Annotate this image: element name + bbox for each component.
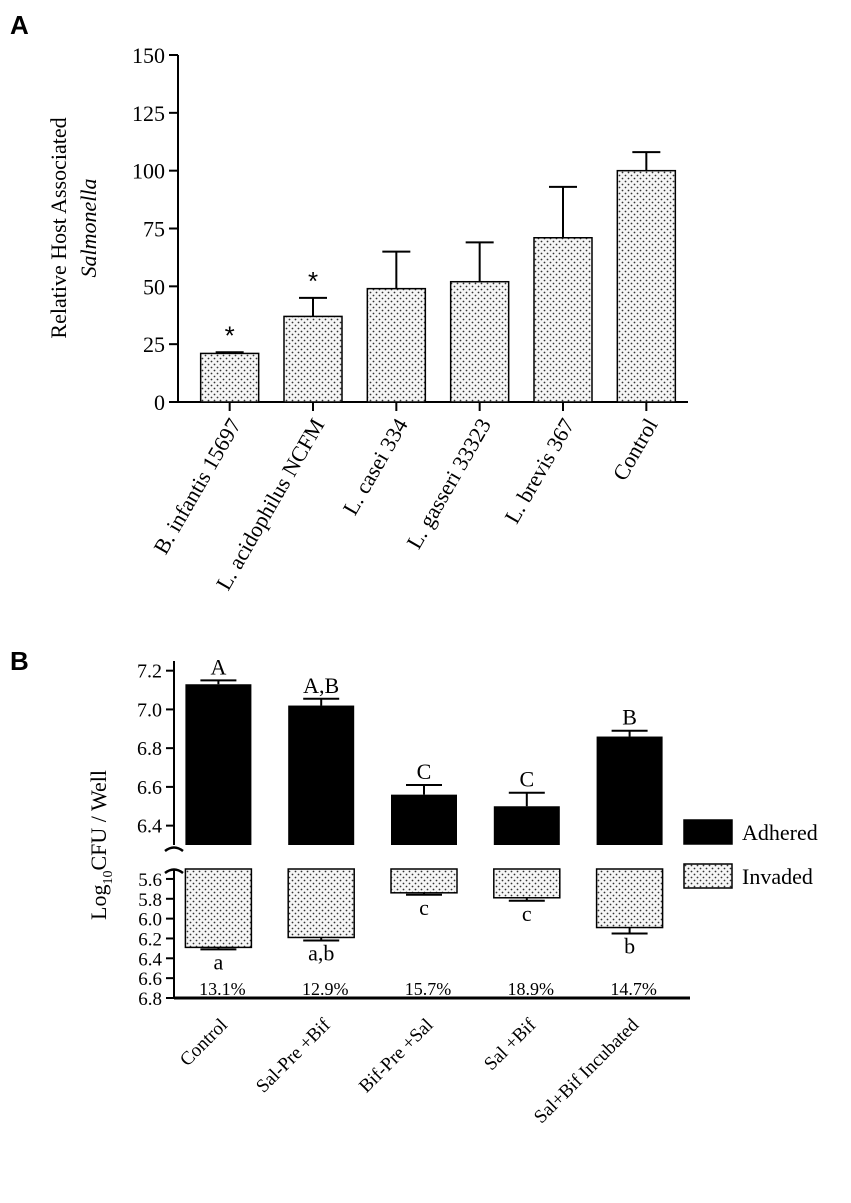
chart-a-y-tick-label: 25 — [143, 332, 165, 357]
chart-b-invaded-bar — [390, 868, 458, 894]
chart-b-x-labels: Control Sal-Pre +Bif Bif-Pre +Sal Sal +BifS… — [176, 1014, 643, 1128]
chart-a-x-tick-label: L. casei 334 — [338, 414, 413, 519]
chart-b-y-label-log: Log — [86, 885, 111, 920]
chart-a-y-label-organism: Salmonella — [76, 179, 101, 278]
chart-b-axis-break-top — [164, 846, 184, 853]
chart-b-invaded-bar — [493, 868, 561, 899]
chart-b-invaded-letter: a,b — [308, 940, 334, 965]
chart-b-y-label-subscript: 10 — [101, 871, 116, 885]
chart-b-upper-y-tick-label: 6.8 — [137, 738, 162, 760]
panel-label-b: B — [10, 646, 29, 676]
chart-b-adhered-letter: A,B — [303, 673, 339, 698]
chart-b: 6.46.66.87.07.25.65.86.06.26.46.66.8 Aa1… — [86, 654, 818, 1127]
chart-a-y-tick-label: 75 — [143, 217, 165, 242]
chart-b-percentage-label: 14.7% — [610, 979, 657, 999]
chart-b-invaded-letter: b — [624, 934, 635, 959]
chart-a-bar — [449, 280, 510, 403]
chart-b-lower-y-tick-label: 6.8 — [138, 989, 162, 1010]
chart-b-axes: 6.46.66.87.07.25.65.86.06.26.46.66.8 — [137, 661, 690, 1010]
chart-b-legend-swatch — [683, 863, 733, 889]
chart-b-adhered-bar — [288, 705, 355, 845]
chart-b-lower-y-tick-label: 5.6 — [138, 870, 162, 891]
chart-b-x-tick-label: Bif-Pre +Sal — [355, 1015, 438, 1098]
chart-a-bar — [366, 287, 427, 403]
chart-a-bar — [616, 169, 677, 403]
chart-a-y-tick-label: 150 — [132, 43, 165, 68]
chart-b-adhered-letter: A — [210, 654, 226, 679]
chart-b-legend-label: Adhered — [742, 820, 818, 845]
chart-a-y-axis: 0 25 50 75 100 125 150 — [132, 43, 688, 415]
chart-b-x-tick-label: Sal-Pre +Bif — [252, 1014, 335, 1097]
chart-a-y-tick-label: 100 — [132, 159, 165, 184]
chart-a-x-tick-label: L. gasseri 33323 — [401, 414, 496, 553]
chart-b-y-label: Log10CFU / Well — [86, 770, 116, 920]
chart-a-significance-marker: * — [308, 266, 318, 296]
chart-b-upper-y-tick-label: 6.4 — [137, 816, 162, 838]
chart-a-y-label: Relative Host Associated — [46, 117, 71, 338]
chart-b-upper-y-tick-label: 6.6 — [137, 777, 162, 799]
chart-b-adhered-bar — [391, 794, 457, 845]
chart-b-adhered-letter: C — [417, 759, 432, 784]
chart-a-bars: ** — [199, 151, 677, 403]
chart-b-lower-y-tick-label: 6.0 — [138, 910, 162, 931]
chart-b-x-tick-label: Control — [176, 1015, 232, 1071]
chart-b-lower-y-tick-label: 6.2 — [138, 929, 162, 950]
chart-b-percentage-label: 15.7% — [405, 979, 452, 999]
chart-b-legend: Adhered Invaded — [683, 819, 818, 889]
chart-b-y-label-text: Log10CFU / Well — [86, 770, 116, 920]
chart-a-bar — [283, 315, 343, 403]
chart-a-y-tick-label: 0 — [154, 390, 165, 415]
chart-b-adhered-bar — [493, 806, 560, 845]
chart-b-x-tick-label: Sal+Bif Incubated — [530, 1014, 643, 1127]
chart-b-percentage-label: 13.1% — [199, 979, 246, 999]
chart-b-invaded-letter: c — [419, 895, 429, 920]
chart-b-invaded-bar — [184, 868, 253, 949]
chart-b-bars: Aa 13.1% A,B a,b 12.9% Cc 15.7% Cc 18.9% Bb 14.7% — [184, 654, 664, 999]
chart-b-y-label-unit: CFU / Well — [86, 770, 111, 871]
chart-b-lower-y-tick-label: 6.6 — [138, 969, 162, 990]
chart-a-x-tick-label: B. infantis 15697 — [148, 414, 246, 558]
chart-a-significance-marker: * — [225, 320, 235, 350]
chart-b-x-tick-label: Sal +Bif — [480, 1014, 541, 1075]
chart-b-percentage-label: 18.9% — [508, 979, 555, 999]
chart-b-adhered-letter: B — [622, 705, 637, 730]
chart-b-legend-swatch — [683, 819, 733, 845]
chart-a-x-tick-label: Control — [607, 414, 662, 485]
chart-b-adhered-bar — [185, 684, 252, 845]
chart-b-invaded-bar — [595, 868, 664, 929]
chart-a-y-tick-label: 50 — [143, 274, 165, 299]
chart-b-legend-label: Invaded — [742, 864, 813, 889]
chart-b-invaded-letter: a — [214, 949, 224, 974]
chart-b-invaded-bar — [287, 868, 355, 939]
chart-b-adhered-letter: C — [519, 767, 534, 792]
chart-b-upper-y-tick-label: 7.2 — [137, 661, 162, 683]
chart-b-adhered-bar — [596, 736, 663, 845]
chart-b-lower-y-tick-label: 6.4 — [138, 949, 162, 970]
chart-a-x-tick-label: L. brevis 367 — [499, 414, 579, 528]
chart-a-bar — [199, 352, 260, 403]
chart-a-y-tick-label: 125 — [132, 101, 165, 126]
chart-b-invaded-letter: c — [522, 901, 532, 926]
chart-a-bar — [533, 237, 593, 403]
chart-b-lower-y-tick-label: 5.8 — [138, 890, 162, 911]
panel-label-a: A — [10, 10, 29, 40]
chart-b-percentage-label: 12.9% — [302, 979, 349, 999]
chart-b-axis-break-bottom — [164, 868, 184, 875]
chart-b-upper-y-tick-label: 7.0 — [137, 699, 162, 721]
